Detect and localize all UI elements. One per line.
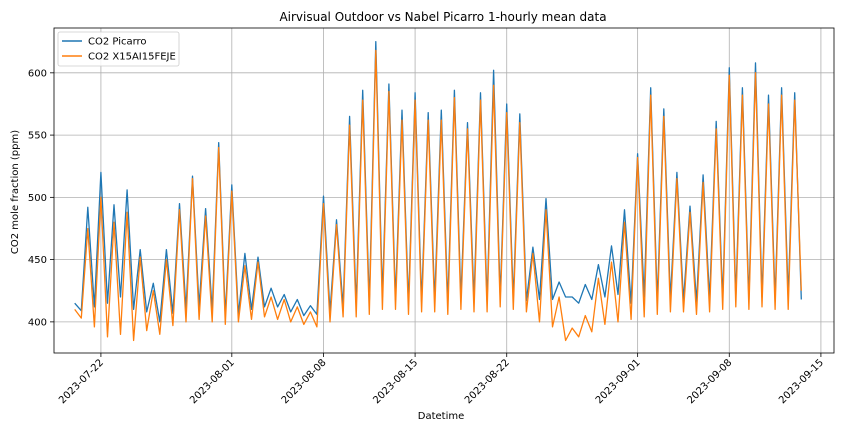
y-axis-ticks: 400 450 500 550 600 xyxy=(28,68,54,328)
series-layer xyxy=(74,41,802,342)
y-axis-label: CO2 mole fraction (ppm) xyxy=(10,130,21,254)
legend-label: CO2 X15AI15FEJE xyxy=(88,52,176,63)
chart-title: Airvisual Outdoor vs Nabel Picarro 1-hou… xyxy=(279,10,606,24)
series-line-2 xyxy=(74,49,802,342)
y-tick-label: 400 xyxy=(28,317,47,328)
legend-box xyxy=(57,31,180,67)
y-tick-label: 550 xyxy=(28,131,47,142)
y-tick-label: 500 xyxy=(28,193,47,204)
plot-frame xyxy=(53,27,835,354)
y-tick-label: 600 xyxy=(28,68,47,79)
y-tick-label: 450 xyxy=(28,255,47,266)
legend-label: CO2 Picarro xyxy=(88,37,147,48)
x-axis-label: Datetime xyxy=(418,411,465,422)
legend: CO2 Picarro CO2 X15AI15FEJE xyxy=(57,31,180,67)
